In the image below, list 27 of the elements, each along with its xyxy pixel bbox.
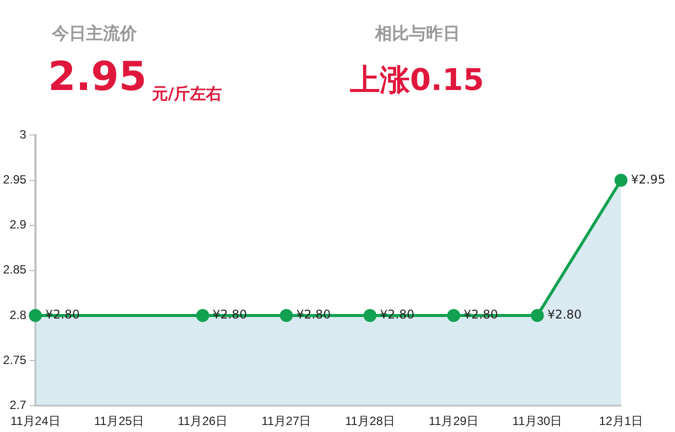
text: 今日主流价 (52, 23, 137, 45)
x-tick-label: 11月30日 (512, 414, 562, 428)
text: 上涨0.15 (350, 62, 484, 100)
x-tick-label: 11月24日 (10, 414, 60, 428)
x-tick-label: 11月27日 (261, 414, 312, 428)
y-tick-label: 2.9 (10, 218, 27, 232)
y-tick-label: 2.75 (2, 352, 27, 367)
text: 相比与昨日 (375, 23, 460, 45)
y-tick-label: 2.95 (2, 172, 27, 187)
text: 元/斤左右 (152, 84, 222, 105)
x-tick-label: 11月26日 (178, 414, 228, 428)
x-tick-label: 11月25日 (94, 414, 144, 428)
x-tick-label: 11月28日 (345, 414, 395, 428)
data-label: ¥2.80 (464, 308, 498, 322)
data-label: ¥2.95 (631, 172, 666, 186)
x-tick-label: 12月1日 (598, 414, 644, 428)
data-label: ¥2.80 (547, 308, 582, 322)
text: 2.95 (48, 54, 147, 100)
y-tick-label: 3 (20, 128, 27, 142)
x-tick-label: 11月29日 (428, 414, 479, 428)
data-label: ¥2.80 (212, 308, 248, 322)
data-label: ¥2.80 (45, 308, 80, 322)
data-label: ¥2.80 (380, 308, 414, 322)
data-label: ¥2.80 (296, 308, 331, 322)
y-tick-label: 2.85 (2, 262, 27, 277)
y-tick-label: 2.7 (10, 398, 27, 412)
y-tick-label: 2.8 (10, 308, 27, 322)
